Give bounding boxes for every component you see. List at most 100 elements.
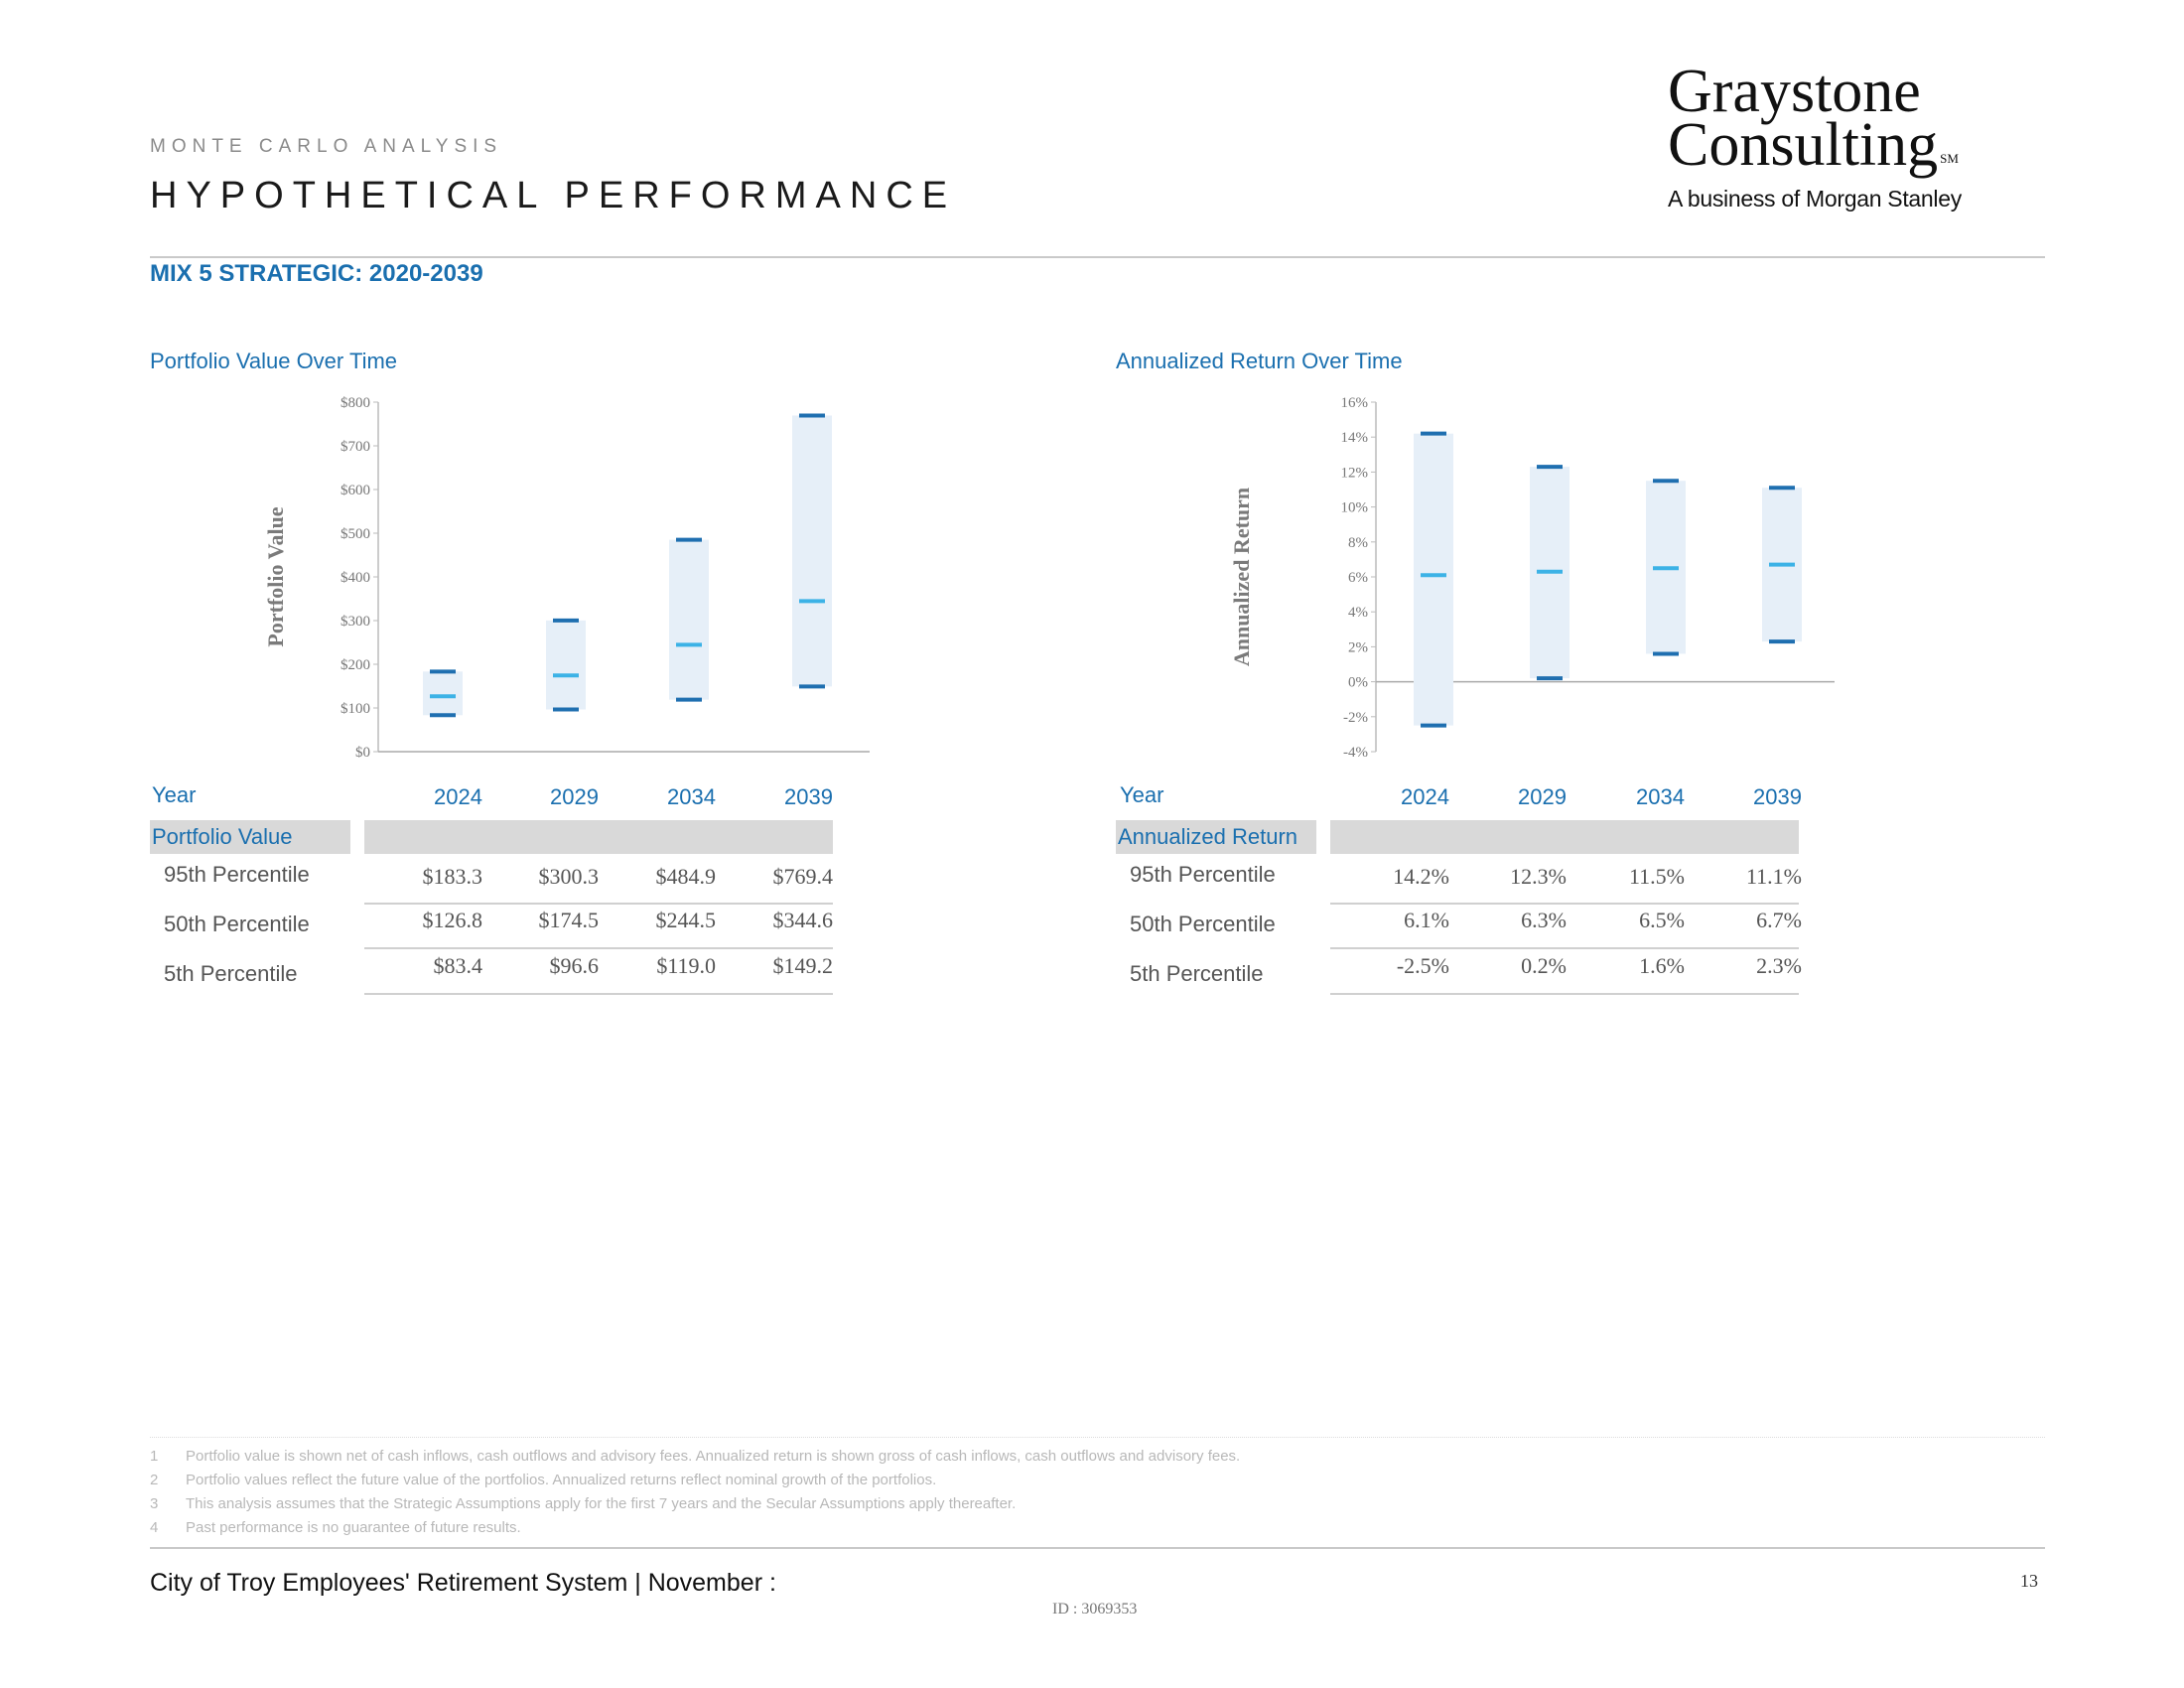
percentile-range-band bbox=[792, 415, 832, 687]
y-tick-label: 14% bbox=[1341, 430, 1369, 446]
y-tick-label: 12% bbox=[1341, 465, 1369, 481]
return-row-label: 5th Percentile bbox=[1130, 961, 1264, 986]
return-row-label: 50th Percentile bbox=[1130, 912, 1276, 936]
value-table-section-header: Portfolio Value bbox=[150, 820, 350, 854]
header-divider bbox=[150, 256, 2045, 258]
y-tick-label: $0 bbox=[355, 745, 370, 761]
value-cell: $174.5 bbox=[538, 908, 600, 932]
return-cell: 12.3% bbox=[1510, 864, 1567, 889]
value-row-label: 95th Percentile bbox=[164, 862, 310, 887]
return-cell: 6.5% bbox=[1639, 908, 1685, 932]
logo-service-mark: SM bbox=[1940, 151, 1959, 166]
y-tick-label: $400 bbox=[341, 570, 370, 586]
return-cell: 1.6% bbox=[1639, 953, 1685, 978]
value-table-year: 2024 bbox=[434, 784, 482, 809]
y-tick-label: 10% bbox=[1341, 500, 1369, 516]
value-cell: $484.9 bbox=[655, 864, 717, 889]
return-cell: 2.3% bbox=[1756, 953, 1802, 978]
portfolio-mix-subtitle: MIX 5 STRATEGIC: 2020-2039 bbox=[150, 260, 483, 287]
logo-line-1: Graystone bbox=[1668, 58, 1921, 125]
y-tick-label: $300 bbox=[341, 614, 370, 630]
return-cell: 11.1% bbox=[1745, 864, 1802, 889]
return-row-label: 95th Percentile bbox=[1130, 862, 1276, 887]
company-logo: Graystone Consulting SM A business of Mor… bbox=[1668, 58, 1985, 212]
y-tick-label: $100 bbox=[341, 701, 370, 717]
row-divider bbox=[364, 903, 833, 905]
return-table-section-header: Annualized Return bbox=[1116, 820, 1316, 854]
footnote-number: 1 bbox=[150, 1448, 159, 1465]
value-cell: $119.0 bbox=[656, 953, 716, 978]
return-table-year-label: Year bbox=[1120, 782, 1164, 807]
y-axis-title: Portfolio Value bbox=[263, 506, 288, 646]
row-divider bbox=[1330, 947, 1799, 949]
return-cell: 6.1% bbox=[1404, 908, 1449, 932]
footnote-number: 4 bbox=[150, 1519, 159, 1536]
page-number: 13 bbox=[2020, 1571, 2038, 1591]
footnote-number: 2 bbox=[150, 1472, 159, 1488]
return-table-year: 2029 bbox=[1518, 784, 1567, 809]
percentile-range-band bbox=[546, 620, 586, 710]
percentile-range-band bbox=[669, 539, 709, 700]
value-table-year: 2039 bbox=[784, 784, 833, 809]
return-cell: 11.5% bbox=[1628, 864, 1685, 889]
footnote-divider bbox=[150, 1437, 2045, 1438]
value-table-year: 2029 bbox=[550, 784, 599, 809]
return-cell: 0.2% bbox=[1521, 953, 1567, 978]
value-cell: $183.3 bbox=[422, 864, 483, 889]
value-cell: $769.4 bbox=[772, 864, 834, 889]
row-divider bbox=[364, 947, 833, 949]
footer-document-id: ID : 3069353 bbox=[1052, 1601, 1138, 1618]
return-cell: 6.7% bbox=[1756, 908, 1802, 932]
value-cell: $83.4 bbox=[433, 953, 483, 978]
value-table-year-label: Year bbox=[152, 782, 197, 807]
y-tick-label: $600 bbox=[341, 483, 370, 498]
value-row-label: 5th Percentile bbox=[164, 961, 298, 986]
y-tick-label: 2% bbox=[1348, 639, 1368, 655]
y-tick-label: $800 bbox=[341, 395, 370, 411]
logo-line-2: Consulting SM bbox=[1668, 114, 1985, 176]
return-table-header-band bbox=[1330, 820, 1799, 854]
value-cell: $344.6 bbox=[772, 908, 834, 932]
page-title: HYPOTHETICAL PERFORMANCE bbox=[150, 175, 957, 216]
section-kicker: MONTE CARLO ANALYSIS bbox=[150, 136, 503, 157]
percentile-range-band bbox=[423, 671, 463, 716]
footer-divider bbox=[150, 1547, 2045, 1549]
y-tick-label: $200 bbox=[341, 657, 370, 673]
return-table-section-label: Annualized Return bbox=[1118, 824, 1298, 849]
row-divider bbox=[1330, 993, 1799, 995]
y-tick-label: 4% bbox=[1348, 605, 1368, 621]
annualized-return-chart-title: Annualized Return Over Time bbox=[1116, 349, 1403, 373]
y-tick-label: $700 bbox=[341, 439, 370, 455]
row-divider bbox=[1330, 903, 1799, 905]
return-cell: 6.3% bbox=[1521, 908, 1567, 932]
y-tick-label: 16% bbox=[1341, 395, 1369, 411]
return-cell: 14.2% bbox=[1393, 864, 1449, 889]
value-cell: $300.3 bbox=[538, 864, 600, 889]
y-tick-label: -4% bbox=[1343, 745, 1368, 761]
logo-tagline: A business of Morgan Stanley bbox=[1668, 186, 1962, 211]
footnotes: 1 Portfolio value is shown net of cash in… bbox=[150, 1445, 1240, 1540]
y-tick-label: 6% bbox=[1348, 570, 1368, 586]
footnote-number: 3 bbox=[150, 1495, 159, 1512]
y-tick-label: $500 bbox=[341, 526, 370, 542]
footnote-text: Past performance is no guarantee of futu… bbox=[186, 1519, 521, 1536]
value-cell: $244.5 bbox=[655, 908, 717, 932]
footnote-text: This analysis assumes that the Strategic… bbox=[186, 1495, 1017, 1512]
return-cell: -2.5% bbox=[1396, 953, 1449, 978]
annualized-return-chart: Annualized Return -4% -2% 0% 2% 4% 6% 8% 10% 12% 1… bbox=[1229, 395, 1835, 761]
footnote-text: Portfolio values reflect the future valu… bbox=[186, 1472, 937, 1488]
row-divider bbox=[364, 993, 833, 995]
value-row-label: 50th Percentile bbox=[164, 912, 310, 936]
logo-line-2-text: Consulting bbox=[1668, 111, 1939, 179]
footnote: 4 Past performance is no guarantee of fut… bbox=[150, 1516, 1240, 1540]
return-table-year: 2034 bbox=[1636, 784, 1685, 809]
footnote: 3 This analysis assumes that the Strategi… bbox=[150, 1492, 1240, 1516]
footer-client-name: City of Troy Employees' Retirement Syste… bbox=[150, 1569, 776, 1597]
y-tick-label: -2% bbox=[1343, 710, 1368, 726]
value-table-section-label: Portfolio Value bbox=[152, 824, 293, 849]
value-cell: $126.8 bbox=[422, 908, 483, 932]
value-table-header-band bbox=[364, 820, 833, 854]
return-table-year: 2024 bbox=[1401, 784, 1449, 809]
value-cell: $149.2 bbox=[772, 953, 834, 978]
footnote-text: Portfolio value is shown net of cash inf… bbox=[186, 1448, 1241, 1465]
